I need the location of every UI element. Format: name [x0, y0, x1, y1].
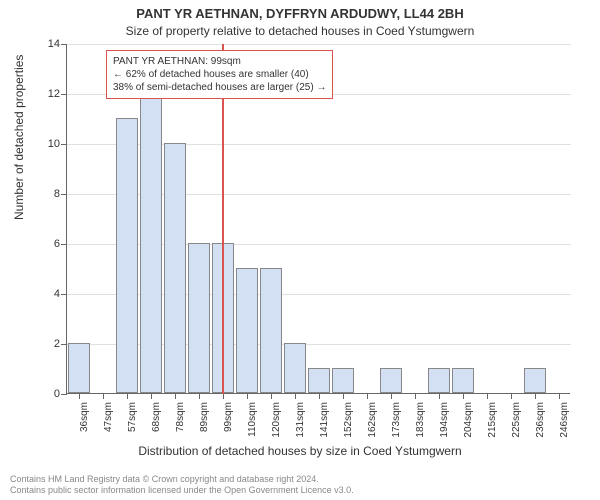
- annotation-line2: ← 62% of detached houses are smaller (40…: [113, 68, 326, 81]
- bar: [308, 368, 330, 393]
- x-tick: [175, 393, 176, 399]
- x-tick-label: 183sqm: [415, 402, 426, 446]
- y-tick: [61, 194, 67, 195]
- bar: [164, 143, 186, 393]
- x-tick-label: 204sqm: [463, 402, 474, 446]
- y-tick: [61, 294, 67, 295]
- annotation-line3: 38% of semi-detached houses are larger (…: [113, 81, 326, 94]
- chart-area: 0246810121436sqm47sqm57sqm68sqm78sqm89sq…: [66, 44, 570, 394]
- x-tick: [103, 393, 104, 399]
- y-tick: [61, 144, 67, 145]
- bar: [452, 368, 474, 393]
- x-tick: [415, 393, 416, 399]
- annotation-box: PANT YR AETHNAN: 99sqm ← 62% of detached…: [106, 50, 333, 99]
- x-tick: [367, 393, 368, 399]
- x-tick-label: 99sqm: [223, 402, 234, 446]
- x-tick-label: 194sqm: [439, 402, 450, 446]
- footer-line2: Contains public sector information licen…: [10, 485, 354, 496]
- y-tick-label: 8: [54, 188, 60, 200]
- y-tick-label: 4: [54, 288, 60, 300]
- bar: [68, 343, 90, 393]
- y-axis-label: Number of detached properties: [12, 55, 26, 220]
- x-tick: [127, 393, 128, 399]
- y-tick-label: 12: [48, 88, 60, 100]
- x-tick: [559, 393, 560, 399]
- x-tick-label: 236sqm: [535, 402, 546, 446]
- x-tick-label: 110sqm: [247, 402, 258, 446]
- y-tick: [61, 94, 67, 95]
- x-tick: [79, 393, 80, 399]
- bar: [140, 98, 162, 393]
- x-tick: [535, 393, 536, 399]
- x-tick-label: 162sqm: [367, 402, 378, 446]
- x-tick-label: 152sqm: [343, 402, 354, 446]
- annotation-line1: PANT YR AETHNAN: 99sqm: [113, 55, 326, 68]
- x-tick: [487, 393, 488, 399]
- bar: [380, 368, 402, 393]
- y-tick-label: 10: [48, 138, 60, 150]
- bar: [236, 268, 258, 393]
- x-tick-label: 246sqm: [559, 402, 570, 446]
- x-tick-label: 215sqm: [487, 402, 498, 446]
- x-tick: [295, 393, 296, 399]
- chart-container: PANT YR AETHNAN, DYFFRYN ARDUDWY, LL44 2…: [0, 0, 600, 500]
- bar: [188, 243, 210, 393]
- bar: [428, 368, 450, 393]
- x-tick-label: 36sqm: [79, 402, 90, 446]
- x-tick: [343, 393, 344, 399]
- bar: [332, 368, 354, 393]
- x-tick-label: 120sqm: [271, 402, 282, 446]
- chart-title-sub: Size of property relative to detached ho…: [0, 24, 600, 38]
- y-tick-label: 2: [54, 338, 60, 350]
- x-tick: [511, 393, 512, 399]
- y-tick: [61, 44, 67, 45]
- footer-text: Contains HM Land Registry data © Crown c…: [10, 474, 354, 496]
- x-tick: [463, 393, 464, 399]
- bar: [116, 118, 138, 393]
- grid-line: [67, 44, 571, 45]
- x-tick-label: 68sqm: [151, 402, 162, 446]
- x-tick: [247, 393, 248, 399]
- x-tick-label: 141sqm: [319, 402, 330, 446]
- y-tick: [61, 244, 67, 245]
- chart-title-main: PANT YR AETHNAN, DYFFRYN ARDUDWY, LL44 2…: [0, 6, 600, 21]
- x-tick-label: 225sqm: [511, 402, 522, 446]
- bar: [260, 268, 282, 393]
- x-tick-label: 173sqm: [391, 402, 402, 446]
- y-tick-label: 14: [48, 38, 60, 50]
- x-tick: [151, 393, 152, 399]
- x-axis-label: Distribution of detached houses by size …: [0, 444, 600, 458]
- bar: [524, 368, 546, 393]
- x-tick: [391, 393, 392, 399]
- x-tick: [319, 393, 320, 399]
- y-tick: [61, 394, 67, 395]
- x-tick-label: 57sqm: [127, 402, 138, 446]
- x-tick-label: 78sqm: [175, 402, 186, 446]
- x-tick: [271, 393, 272, 399]
- x-tick: [199, 393, 200, 399]
- x-tick-label: 131sqm: [295, 402, 306, 446]
- x-tick-label: 89sqm: [199, 402, 210, 446]
- x-tick-label: 47sqm: [103, 402, 114, 446]
- footer-line1: Contains HM Land Registry data © Crown c…: [10, 474, 354, 485]
- y-tick-label: 0: [54, 388, 60, 400]
- y-tick: [61, 344, 67, 345]
- bar: [284, 343, 306, 393]
- y-tick-label: 6: [54, 238, 60, 250]
- x-tick: [439, 393, 440, 399]
